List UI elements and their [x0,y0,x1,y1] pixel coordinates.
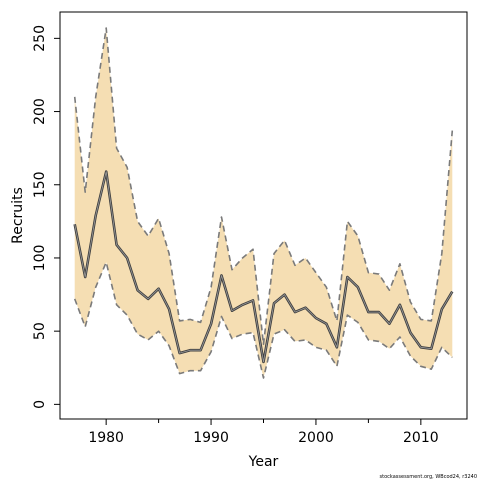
x-axis: 1980 1990 2000 2010 [88,419,439,446]
x-tick-label: 1980 [88,430,124,446]
lower-bound-line [73,261,453,379]
confidence-band-layer [74,28,453,378]
y-tick-label: 50 [32,322,48,340]
x-tick-label: 1990 [193,430,229,446]
x-tick-label: 2000 [298,430,334,446]
footnote: stockassessment.org, WBcod24, r3240 [380,474,477,480]
estimate-line-core [74,171,453,363]
upper-bound-line [73,27,454,346]
series-line-layer [73,27,454,379]
y-axis-label: Recruits [10,187,26,244]
x-axis-label: Year [248,454,279,470]
y-tick-label: 150 [32,171,48,198]
y-axis: 0 50 100 150 200 250 [32,25,60,409]
y-tick-label: 0 [32,400,48,409]
y-tick-label: 250 [32,25,48,52]
x-tick-label: 2010 [403,430,439,446]
y-tick-label: 200 [32,98,48,125]
confidence-band [74,28,453,378]
y-tick-label: 100 [32,245,48,272]
